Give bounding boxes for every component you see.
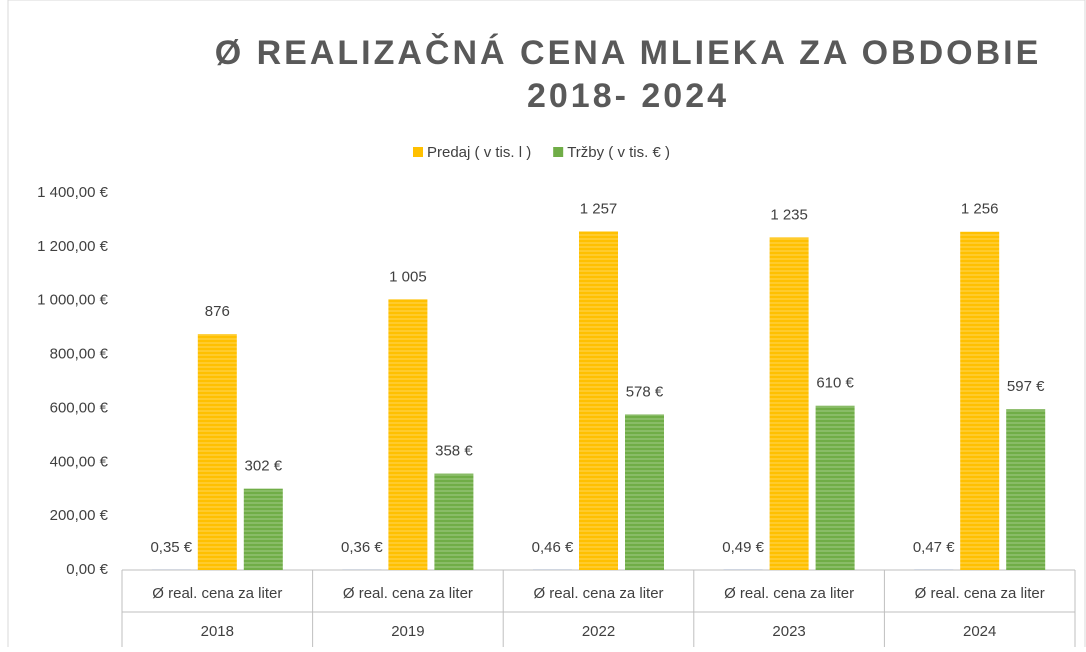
data-label: 0,35 €: [150, 539, 192, 556]
data-label: 0,36 €: [341, 539, 383, 556]
x-subcategory-label: Ø real. cena za liter: [724, 585, 854, 602]
x-tick-label: 2024: [963, 623, 996, 640]
x-subcategory-label: Ø real. cena za liter: [533, 585, 663, 602]
data-label: 0,46 €: [532, 539, 574, 556]
x-tick-label: 2019: [391, 623, 424, 640]
data-label: 610 €: [816, 375, 854, 392]
x-tick-label: 2022: [582, 623, 615, 640]
y-tick-label: 600,00 €: [50, 399, 109, 416]
legend-swatch: [413, 147, 423, 157]
data-label: 0,49 €: [722, 539, 764, 556]
bar: [1006, 409, 1045, 570]
data-label: 358 €: [435, 443, 473, 460]
data-label: 876: [205, 303, 230, 320]
x-tick-label: 2023: [772, 623, 805, 640]
y-tick-label: 800,00 €: [50, 346, 109, 363]
y-tick-label: 0,00 €: [66, 561, 108, 578]
y-tick-label: 200,00 €: [50, 507, 109, 524]
bar: [434, 474, 473, 570]
data-label: 0,47 €: [913, 539, 955, 556]
x-subcategory-label: Ø real. cena za liter: [152, 585, 282, 602]
bar: [625, 414, 664, 570]
bar: [198, 334, 237, 570]
bar: [579, 232, 618, 570]
y-tick-label: 1 000,00 €: [37, 292, 109, 309]
legend-label: Predaj ( v tis. l ): [427, 144, 531, 161]
data-label: 597 €: [1007, 378, 1045, 395]
bar: [960, 232, 999, 570]
data-label: 302 €: [245, 458, 283, 475]
chart-title: Ø REALIZAČNÁ CENA MLIEKA ZA OBDOBIE: [215, 33, 1042, 72]
data-label: 1 256: [961, 201, 999, 218]
data-label: 1 235: [770, 206, 808, 223]
x-subcategory-label: Ø real. cena za liter: [343, 585, 473, 602]
y-tick-label: 1 200,00 €: [37, 238, 109, 255]
data-label: 578 €: [626, 383, 664, 400]
data-label: 1 257: [580, 200, 618, 217]
y-tick-label: 1 400,00 €: [37, 184, 109, 201]
legend-swatch: [553, 147, 563, 157]
bar: [388, 299, 427, 570]
chart-subtitle: 2018- 2024: [527, 77, 729, 115]
y-tick-label: 400,00 €: [50, 453, 109, 470]
bar: [816, 406, 855, 570]
legend-label: Tržby ( v tis. € ): [567, 144, 670, 161]
data-label: 1 005: [389, 268, 427, 285]
x-tick-label: 2018: [201, 623, 234, 640]
x-subcategory-label: Ø real. cena za liter: [915, 585, 1045, 602]
bar: [244, 489, 283, 570]
bar: [770, 237, 809, 570]
